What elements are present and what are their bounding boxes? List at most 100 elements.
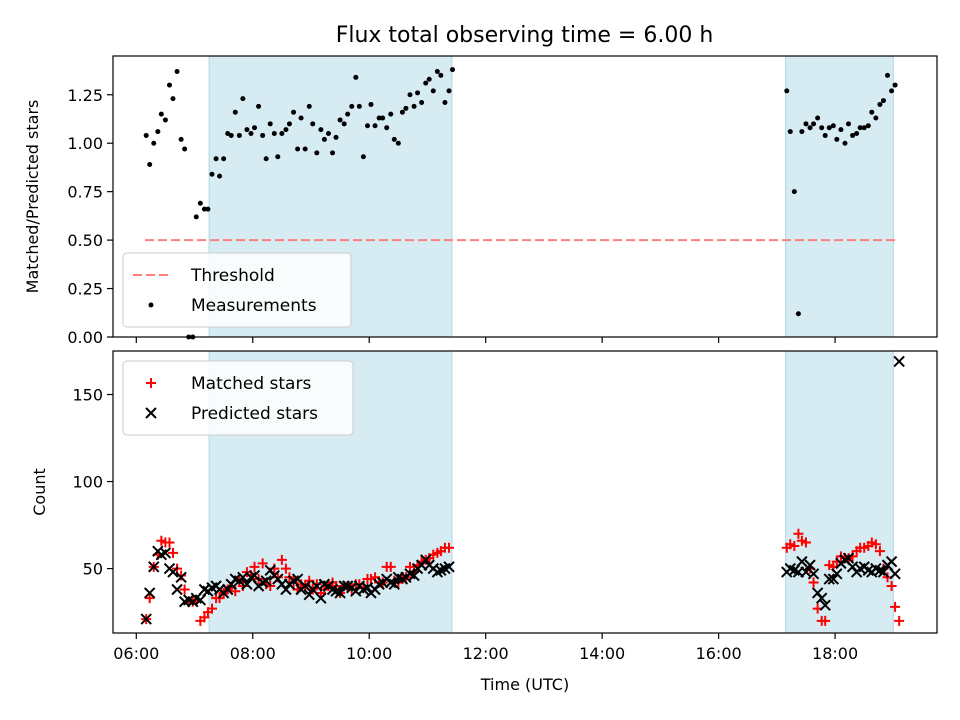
legend-box [122, 360, 354, 436]
measurement-point [151, 140, 157, 146]
measurement-point [286, 121, 292, 127]
measurement-point [880, 98, 886, 104]
measurement-point [857, 125, 863, 131]
predicted-star-point [807, 568, 820, 580]
measurement-point [333, 134, 339, 140]
measurement-point [193, 214, 199, 220]
measurement-point [314, 150, 320, 156]
legend-label: Measurements [191, 296, 317, 316]
measurement-point [889, 88, 895, 94]
measurement-point [178, 136, 184, 142]
measurement-point [337, 117, 343, 123]
predicted-star-point [815, 592, 828, 604]
measurement-point [845, 121, 851, 127]
y-tick-label: 1.25 [67, 86, 103, 105]
series-predicted-stars [140, 355, 905, 625]
matched-star-point [144, 593, 155, 604]
legend: Matched stars Predicted stars [122, 360, 354, 436]
measurement-point [302, 146, 308, 152]
predicted-star-point [143, 587, 156, 599]
y-tick-label: 0.00 [67, 328, 103, 347]
measurement-point [854, 131, 860, 137]
measurement-point [228, 132, 234, 138]
x-axis-title: Time (UTC) [480, 675, 569, 694]
predicted-star-point [260, 575, 272, 587]
predicted-star-point [874, 564, 886, 577]
x-tick-label: 12:00 [463, 644, 509, 663]
matched-star-point [808, 577, 819, 588]
axes-frame [112, 350, 938, 634]
measurement-point [291, 109, 297, 115]
matched-star-point [789, 540, 800, 551]
measurement-point [807, 125, 813, 131]
measurement-point [213, 156, 219, 162]
measurement-point [170, 96, 176, 102]
axes-frame [112, 55, 938, 338]
predicted-star-point [827, 573, 840, 585]
predicted-star-point [167, 566, 179, 578]
legend-label: Matched stars [191, 374, 311, 394]
matched-star-point [894, 615, 905, 626]
shaded-region [785, 350, 894, 634]
matched-star-point [276, 554, 287, 565]
measurement-point [830, 123, 836, 129]
predicted-star-point [431, 566, 444, 578]
measurement-point [873, 115, 879, 121]
measurement-point [360, 154, 366, 160]
predicted-star-point [148, 561, 160, 573]
measurement-point [419, 100, 425, 106]
matched-star-point [280, 563, 291, 574]
y-tick-label: 0.50 [67, 231, 103, 250]
predicted-star-point [842, 552, 855, 564]
measurement-point [885, 72, 891, 78]
measurement-point [384, 125, 390, 131]
measurement-point [248, 131, 254, 137]
x-tick-label: 06:00 [113, 644, 159, 663]
matched-star-point [890, 601, 901, 612]
measurement-point [209, 171, 215, 177]
predicted-star-point [175, 571, 187, 584]
measurement-point [155, 129, 161, 135]
measurement-point [232, 109, 238, 115]
x-tick-label: 18:00 [812, 644, 858, 663]
matched-star-point [257, 558, 268, 569]
measurement-point [283, 127, 289, 133]
measurement-point [799, 129, 805, 135]
measurement-point [330, 150, 336, 156]
measurement-point [415, 90, 421, 96]
measurement-point [279, 131, 285, 137]
predicted-star-point [885, 555, 898, 568]
matched-star-point [874, 546, 885, 557]
measurement-point [791, 189, 797, 195]
top-panel: 0.00 0.25 0.50 0.75 1.00 1.25 Matched/Predicte… [23, 55, 938, 347]
measurement-point [430, 88, 436, 94]
matched-star-point [167, 547, 178, 558]
measurement-point [438, 72, 444, 78]
predicted-star-point [819, 599, 831, 611]
measurement-point [449, 67, 455, 73]
shaded-region [785, 55, 894, 338]
measurement-point [345, 111, 351, 117]
predicted-star-point [877, 566, 890, 578]
series-measurements [143, 67, 898, 340]
measurement-point [399, 109, 405, 115]
measurement-point [838, 127, 844, 133]
predicted-star-point [396, 573, 409, 585]
predicted-star-point [385, 576, 397, 589]
y-axis-title: Count [30, 468, 49, 516]
measurement-point [240, 96, 246, 102]
predicted-star-point [443, 561, 455, 573]
x-tick-label: 08:00 [230, 644, 276, 663]
measurement-point [295, 146, 301, 152]
measurement-point [861, 125, 867, 131]
measurement-point [842, 140, 848, 146]
matched-star-point [206, 603, 217, 614]
measurement-point [811, 121, 817, 127]
predicted-star-point [823, 573, 835, 585]
measurement-point [143, 132, 149, 138]
measurement-point [197, 200, 203, 206]
measurement-point [174, 69, 180, 75]
measurement-point [349, 103, 355, 109]
predicted-star-point [804, 559, 816, 571]
